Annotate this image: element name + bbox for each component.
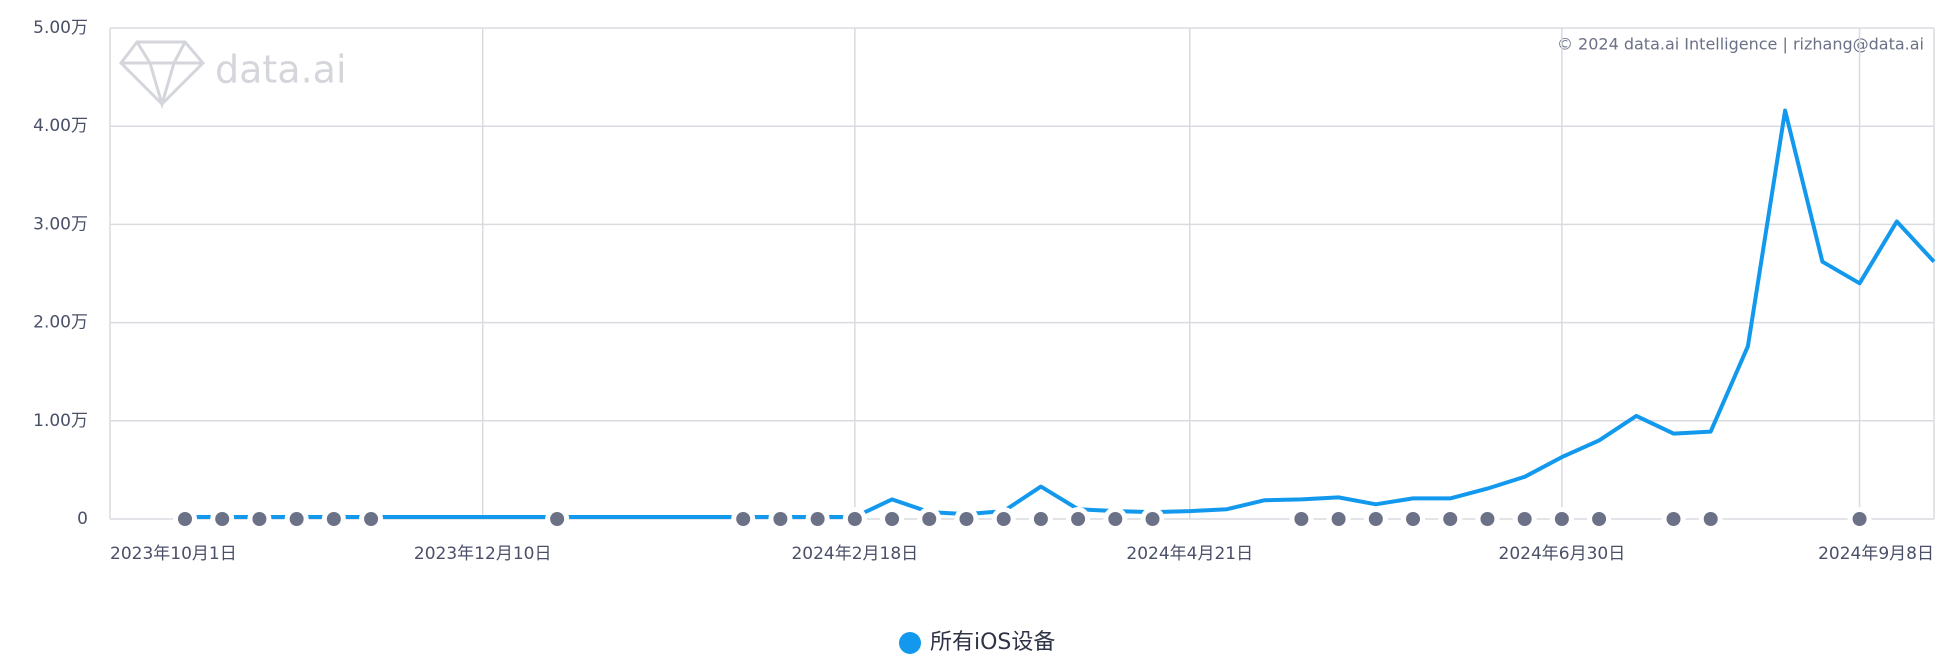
x-tick-label: 2024年4月21日 [1126, 544, 1253, 564]
event-marker [1517, 512, 1532, 526]
watermark: data.ai [215, 48, 347, 92]
event-marker [326, 512, 341, 526]
logo [119, 40, 206, 110]
event-marker [550, 512, 565, 526]
x-tick-label: 2024年6月30日 [1499, 544, 1626, 564]
event-marker [1666, 512, 1681, 526]
event-marker [364, 512, 379, 526]
y-tick-label: 2.00万 [33, 313, 88, 333]
event-marker [1033, 512, 1048, 526]
event-marker [1145, 512, 1160, 526]
event-marker [922, 512, 937, 526]
event-marker [215, 512, 230, 526]
x-tick-label: 2024年9月8日 [1818, 544, 1934, 564]
event-marker [996, 512, 1011, 526]
event-marker [1294, 512, 1309, 526]
legend-label: 所有iOS设备 [930, 630, 1055, 655]
event-marker [1331, 512, 1346, 526]
event-marker [178, 512, 192, 526]
event-marker [736, 512, 751, 526]
event-marker [810, 512, 825, 526]
event-marker [885, 512, 900, 526]
y-tick-label: 4.00万 [33, 116, 88, 136]
line-series [185, 108, 1936, 519]
grid [109, 27, 1935, 520]
y-tick-label: 3.00万 [33, 214, 88, 234]
event-marker [1592, 512, 1607, 526]
y-tick-label: 1.00万 [33, 411, 88, 431]
event-marker [1071, 512, 1086, 526]
event-marker [252, 512, 267, 526]
event-marker [1852, 512, 1867, 526]
event-marker [1368, 512, 1383, 526]
event-marker [1443, 512, 1458, 526]
legend-swatch [899, 632, 921, 654]
x-tick-label: 2023年12月10日 [414, 544, 552, 564]
event-marker [1554, 512, 1569, 526]
event-marker [1108, 512, 1123, 526]
y-tick-label: 5.00万 [33, 18, 88, 38]
event-marker [1406, 512, 1421, 526]
event-marker [959, 512, 974, 526]
event-marker [1480, 512, 1495, 526]
y-tick-label: 0 [77, 509, 88, 529]
event-marker [773, 512, 788, 526]
copyright: © 2024 data.ai Intelligence | rizhang@da… [1557, 35, 1924, 54]
event-marker [847, 512, 862, 526]
event-marker [289, 512, 304, 526]
x-tick-label: 2023年10月1日 [110, 544, 237, 564]
event-marker [1703, 512, 1718, 526]
x-tick-label: 2024年2月18日 [791, 544, 918, 564]
legend-item: 所有iOS设备 [899, 630, 1055, 655]
